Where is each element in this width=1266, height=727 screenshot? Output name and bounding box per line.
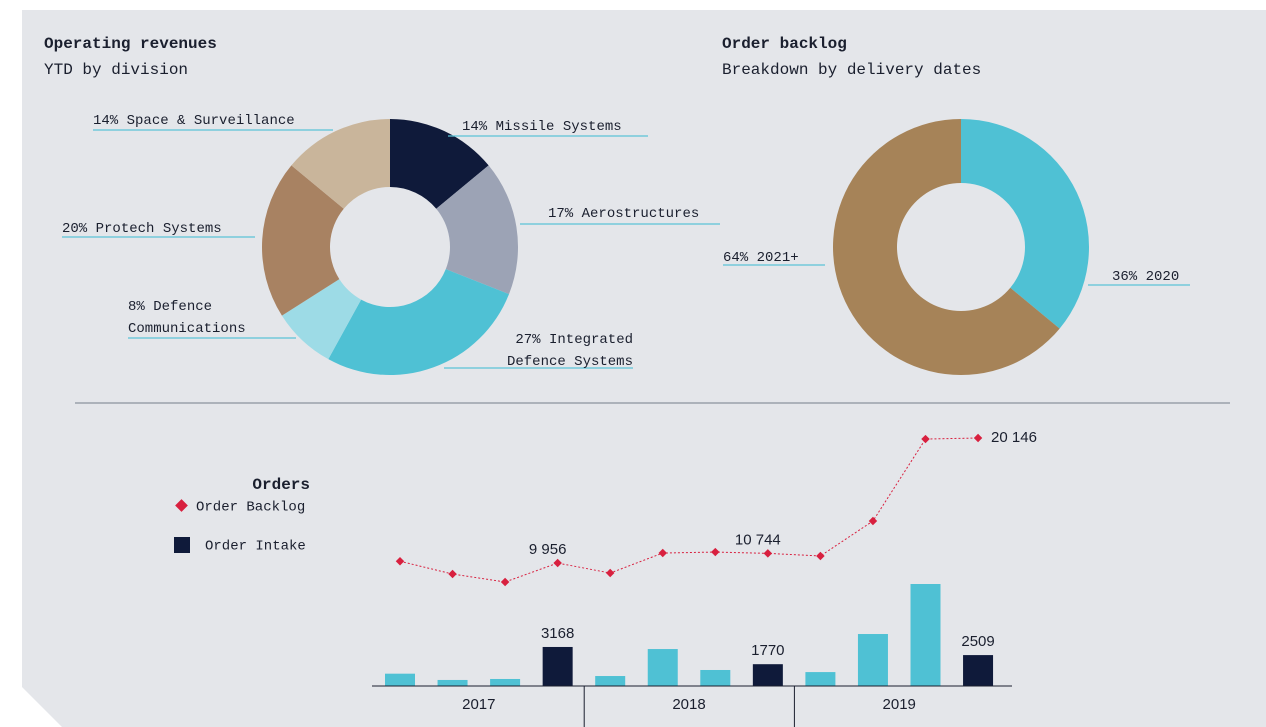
- value-label: 14%: [93, 113, 119, 129]
- value-label: 14%: [462, 119, 488, 135]
- bar: [700, 669, 731, 686]
- line-value-label: 9 956: [529, 541, 567, 558]
- value-label: 20%: [62, 221, 88, 237]
- bar: [963, 655, 994, 686]
- value-label: 17%: [548, 206, 574, 222]
- value-label: 36%: [1112, 269, 1138, 285]
- segment-label: 17% Aerostructures: [548, 203, 748, 225]
- segment-label: 8% Defence Communications: [128, 296, 268, 340]
- line-marker: [605, 568, 615, 578]
- line-marker: [816, 551, 825, 561]
- value-label: 64%: [723, 250, 749, 266]
- bar-value-label: 3168: [541, 625, 574, 642]
- line-marker: [763, 549, 773, 558]
- bar: [595, 676, 626, 686]
- bar: [385, 673, 415, 686]
- bar-value-label: 2509: [961, 633, 994, 650]
- value-label: 8%: [128, 299, 145, 315]
- line-marker: [395, 557, 405, 566]
- donut-segment: [390, 119, 489, 209]
- category-label: Protech Systems: [95, 221, 222, 237]
- bar: [857, 634, 888, 686]
- donut-segment: [833, 119, 1060, 375]
- donut-segment: [436, 165, 518, 295]
- donut-segment: [961, 119, 1089, 329]
- chart-subtitle: Breakdown by delivery dates: [722, 61, 982, 79]
- group-label: 2017: [462, 696, 495, 713]
- bar: [490, 678, 521, 686]
- line-marker: [921, 434, 930, 444]
- bar: [752, 664, 783, 686]
- segment-label: 20% Protech Systems: [62, 218, 262, 240]
- line-marker: [658, 548, 667, 558]
- segment-label: 14% Space & Surveillance: [93, 110, 343, 132]
- group-label: 2018: [672, 696, 705, 713]
- segment-label: 27% Integrated Defence Systems: [473, 329, 633, 373]
- bar: [542, 646, 573, 686]
- category-label: Defence Communications: [128, 299, 246, 337]
- bar: [910, 584, 941, 686]
- line-marker: [500, 577, 510, 587]
- line-value-label: 20 146: [991, 429, 1037, 446]
- donut-segment: [281, 279, 362, 360]
- bar: [647, 649, 678, 686]
- line-marker: [448, 569, 457, 579]
- category-label: 2020: [1145, 269, 1180, 285]
- bar-value-label: 1770: [751, 642, 784, 659]
- line-value-label: 10 744: [735, 531, 781, 548]
- segment-label: 14% Missile Systems: [462, 116, 662, 138]
- line-marker: [711, 547, 720, 557]
- legend-marker: [174, 537, 190, 553]
- group-label: 2019: [883, 696, 916, 713]
- legend-label: Order Backlog: [196, 500, 305, 516]
- category-label: Missile Systems: [495, 119, 622, 135]
- line-marker: [553, 558, 562, 568]
- value-label: 27%: [515, 332, 541, 348]
- line-marker: [868, 516, 878, 526]
- segment-label: 64% 2021+: [723, 247, 833, 269]
- legend-label: Order Intake: [205, 539, 306, 555]
- segment-label: 36% 2020: [1112, 266, 1212, 288]
- chart-title: Order backlog: [722, 35, 847, 53]
- category-label: Space & Surveillance: [126, 113, 295, 129]
- chart-subtitle: YTD by division: [44, 61, 189, 79]
- legend-marker: [175, 499, 188, 512]
- category-label: 2021+: [756, 250, 799, 266]
- line: [399, 437, 979, 583]
- bar: [437, 679, 468, 686]
- bar: [805, 672, 836, 686]
- chart-title: Operating revenues: [44, 35, 217, 53]
- category-label: Integrated Defence Systems: [506, 332, 633, 370]
- line-marker: [973, 433, 983, 443]
- donut-segment: [262, 165, 344, 316]
- donut-segment: [328, 269, 510, 375]
- chart-title: Orders: [252, 476, 310, 494]
- category-label: Aerostructures: [581, 206, 700, 222]
- donut-segment: [291, 119, 390, 209]
